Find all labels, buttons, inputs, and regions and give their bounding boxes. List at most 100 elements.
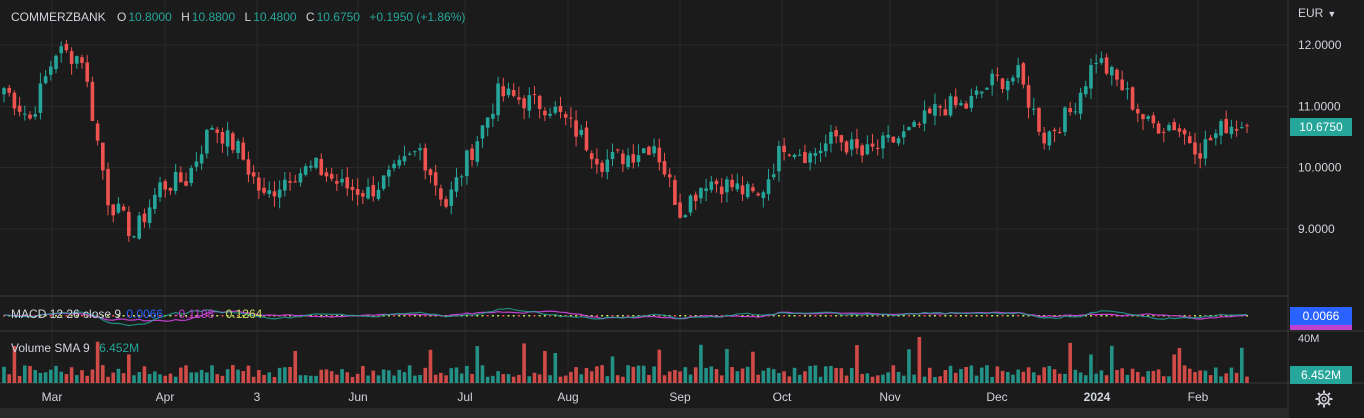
candle-body xyxy=(475,141,480,162)
candle-body xyxy=(574,120,578,137)
macd-histogram-bar xyxy=(75,315,78,317)
candle-body xyxy=(43,76,48,84)
candle-body xyxy=(1083,86,1088,95)
macd-histogram-bar xyxy=(216,315,219,317)
volume-bar xyxy=(491,375,495,383)
macd-histogram-bar xyxy=(1188,315,1191,317)
candle-body xyxy=(1203,139,1208,159)
candle-body xyxy=(735,183,740,190)
macd-histogram-bar xyxy=(408,315,411,317)
candle-body xyxy=(491,113,495,119)
macd-histogram-bar xyxy=(1017,315,1020,317)
macd-histogram-bar xyxy=(861,315,864,317)
macd-value: 0.0066 xyxy=(126,307,164,321)
macd-histogram-bar xyxy=(81,315,84,317)
candle-body xyxy=(179,172,183,183)
volume-bar xyxy=(834,368,838,383)
volume-bar xyxy=(402,372,407,383)
volume-bar xyxy=(1089,354,1093,383)
volume-bar xyxy=(917,336,922,383)
macd-histogram-bar xyxy=(689,315,692,317)
candle-body xyxy=(168,187,173,191)
macd-histogram-bar xyxy=(185,315,188,317)
candle-body xyxy=(355,188,360,195)
candle-body xyxy=(1078,92,1083,114)
candle-body xyxy=(210,127,214,130)
macd-histogram-bar xyxy=(819,315,822,317)
candle-body xyxy=(75,56,79,64)
candle-body xyxy=(1068,108,1072,113)
volume-bar xyxy=(1219,376,1223,383)
candle-body xyxy=(662,160,667,175)
volume-bar xyxy=(517,374,521,383)
volume-bar xyxy=(1135,371,1140,383)
volume-bar xyxy=(1094,373,1098,383)
price-tag: 10.6750 xyxy=(1290,118,1352,136)
volume-bar xyxy=(459,373,464,383)
candle-body xyxy=(59,46,64,54)
volume-bar xyxy=(335,374,339,383)
candle-body xyxy=(933,104,937,116)
volume-bar xyxy=(953,372,958,383)
volume-bar xyxy=(496,371,500,383)
macd-histogram-bar xyxy=(549,315,552,317)
candle-body xyxy=(1208,137,1213,141)
volume-bar xyxy=(782,371,786,383)
candle-body xyxy=(969,96,974,108)
volume-bar xyxy=(75,375,79,383)
candle-body xyxy=(101,142,105,171)
candle-body xyxy=(17,105,22,112)
macd-histogram-bar xyxy=(60,315,63,317)
candle-body xyxy=(849,139,854,150)
candle-body xyxy=(631,154,636,163)
volume-bar xyxy=(199,369,204,383)
volume-bar xyxy=(657,349,662,383)
candle-body xyxy=(652,146,656,154)
gear-icon[interactable] xyxy=(1314,389,1334,409)
macd-histogram-bar xyxy=(902,315,905,317)
candle-body xyxy=(1141,114,1145,120)
time-tick-label: Aug xyxy=(557,390,578,404)
time-tick-label: Jul xyxy=(457,390,472,404)
volume-bar xyxy=(1177,347,1182,383)
volume-bar xyxy=(392,375,396,383)
volume-bar xyxy=(673,370,677,383)
volume-bar xyxy=(241,371,246,383)
high-label: H xyxy=(181,10,190,24)
macd-histogram-bar xyxy=(148,315,151,317)
candle-body xyxy=(912,121,916,127)
volume-bar xyxy=(891,365,896,383)
candle-body xyxy=(397,159,402,166)
candle-body xyxy=(797,154,802,156)
candle-body xyxy=(865,144,870,155)
candle-body xyxy=(444,199,448,207)
volume-bar xyxy=(2,366,6,383)
candle-body xyxy=(579,129,584,135)
candle-body xyxy=(158,182,162,198)
macd-histogram-bar xyxy=(658,315,661,317)
macd-histogram-bar xyxy=(1043,315,1046,317)
volume-bar xyxy=(735,371,740,383)
ohlc-header: COMMERZBANK O 10.8000 H 10.8800 L 10.4800 C… xyxy=(11,10,467,24)
volume-bar xyxy=(1026,367,1031,383)
volume-bar xyxy=(579,374,584,383)
macd-histogram-bar xyxy=(538,315,541,317)
macd-histogram-bar xyxy=(179,315,182,317)
macd-histogram-bar xyxy=(959,315,962,317)
candle-body xyxy=(881,135,885,149)
candle-body xyxy=(995,74,1000,76)
volume-bar xyxy=(1151,370,1156,383)
macd-histogram-bar xyxy=(523,315,526,317)
instrument-name: COMMERZBANK xyxy=(11,10,106,24)
volume-bar xyxy=(454,367,459,383)
volume-bar xyxy=(1172,354,1176,383)
candle-body xyxy=(23,113,27,115)
candle-body xyxy=(688,195,693,213)
macd-histogram-bar xyxy=(616,315,619,317)
currency-selector[interactable]: EUR ▼ xyxy=(1298,6,1338,20)
candle-body xyxy=(600,162,604,172)
price-tick-label: 12.0000 xyxy=(1298,38,1342,52)
candle-body xyxy=(387,169,391,177)
macd-histogram-bar xyxy=(1053,315,1056,317)
